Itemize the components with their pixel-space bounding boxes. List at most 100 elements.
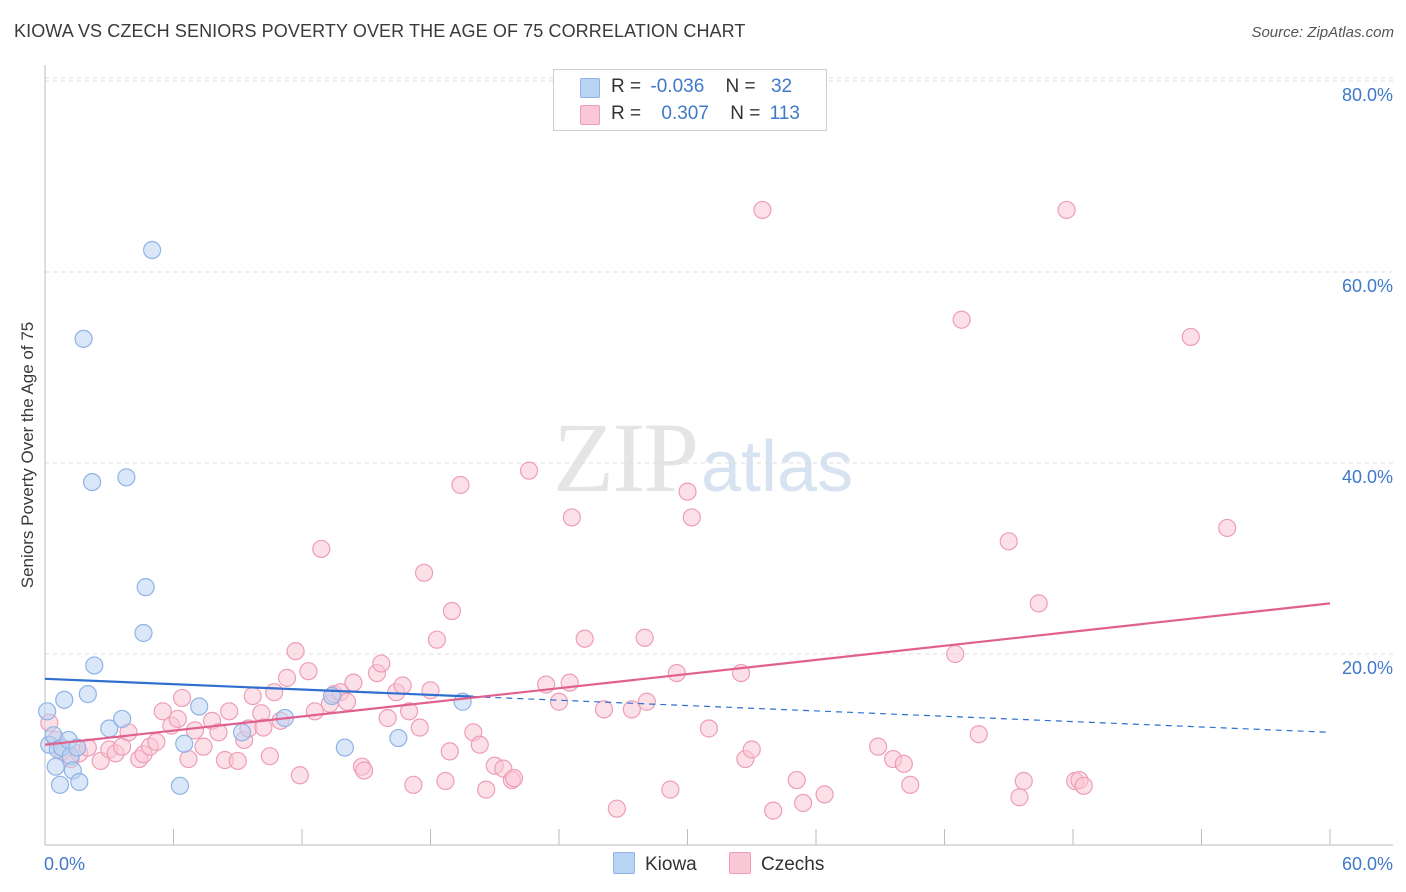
- x-tick-label: 0.0%: [44, 854, 85, 874]
- czechs-point: [286, 642, 305, 661]
- r-value: 0.307: [661, 103, 709, 124]
- r-label: R =: [611, 76, 642, 97]
- watermark-atlas: atlas: [701, 427, 854, 507]
- czechs-point: [265, 683, 284, 702]
- czechs-point: [344, 673, 363, 692]
- czechs-point: [667, 663, 686, 683]
- kiowa-swatch: [580, 78, 600, 98]
- czechs-legend-swatch: [729, 852, 751, 874]
- czechs-point: [607, 799, 626, 818]
- kiowa-point: [68, 738, 87, 757]
- y-tick-label: 80.0%: [1342, 85, 1393, 105]
- czechs-point: [787, 770, 806, 790]
- czechs-point: [477, 780, 496, 799]
- czechs-point: [575, 629, 594, 648]
- czechs-point: [312, 539, 331, 559]
- x-tick-label: 60.0%: [1342, 854, 1393, 874]
- czechs-point: [451, 475, 470, 495]
- legend-row-kiowa: R = -0.036 N = 32: [554, 74, 824, 100]
- czechs-point: [1010, 788, 1029, 807]
- legend-text-kiowa: R = -0.036 N = 32: [611, 76, 792, 98]
- czechs-point: [635, 628, 654, 647]
- kiowa-point: [170, 776, 190, 795]
- czechs-point: [277, 668, 297, 687]
- czechs-point: [305, 702, 324, 721]
- kiowa-point: [55, 690, 74, 709]
- czechs-point: [185, 721, 205, 740]
- kiowa-point: [175, 734, 194, 753]
- n-label: N =: [730, 103, 761, 124]
- kiowa-point: [70, 772, 89, 792]
- data-points: [38, 200, 1237, 820]
- czechs-point: [504, 769, 524, 788]
- kiowa-point: [38, 702, 57, 721]
- kiowa-point: [112, 709, 132, 729]
- kiowa-point: [142, 240, 162, 260]
- czechs-point: [894, 754, 913, 773]
- czechs-swatch: [580, 105, 600, 125]
- kiowa-point: [136, 578, 155, 597]
- czechs-point: [470, 735, 489, 754]
- czechs-point: [440, 742, 459, 761]
- stats-legend: R = -0.036 N = 32 R = 0.307 N = 113: [553, 69, 827, 131]
- kiowa-legend-swatch: [613, 852, 635, 874]
- czechs-point: [549, 692, 569, 711]
- czechs-point: [410, 718, 429, 737]
- czechs-point: [764, 801, 783, 820]
- czechs-point: [594, 700, 614, 719]
- kiowa-point: [117, 468, 136, 487]
- czechs-point: [220, 702, 239, 721]
- czechs-point: [209, 723, 228, 742]
- czechs-point: [172, 688, 192, 708]
- trend-lines: [44, 602, 1331, 746]
- czechs-point: [414, 563, 434, 582]
- czechs-point: [421, 681, 440, 700]
- czechs-point: [228, 751, 247, 771]
- czechs-point: [869, 737, 888, 756]
- czechs-point: [946, 644, 965, 664]
- czechs-point: [952, 310, 971, 329]
- czechs-point: [290, 766, 309, 785]
- kiowa-point: [134, 623, 153, 643]
- bottom-legend-kiowa: Kiowa: [613, 852, 697, 876]
- czechs-point: [399, 702, 419, 721]
- czechs-point: [682, 508, 701, 527]
- kiowa-point: [78, 685, 97, 704]
- czechs-point: [562, 508, 581, 527]
- y-tick-label: 40.0%: [1342, 467, 1393, 487]
- n-value: 113: [769, 103, 800, 124]
- kiowa-point: [389, 728, 408, 748]
- czechs-point: [999, 532, 1018, 551]
- kiowa-point: [232, 723, 252, 742]
- czechs-legend-label: Czechs: [761, 854, 825, 875]
- kiowa-point: [83, 473, 102, 492]
- czechs-point: [1014, 771, 1033, 791]
- czechs-point: [637, 692, 656, 711]
- czechs-point: [442, 601, 462, 621]
- czechs-point: [168, 709, 187, 729]
- n-label: N =: [725, 76, 756, 97]
- r-label: R =: [611, 103, 642, 124]
- kiowa-point: [190, 697, 209, 716]
- czechs-point: [622, 700, 641, 719]
- czechs-point: [427, 630, 447, 649]
- y-tick-label: 20.0%: [1342, 658, 1393, 678]
- watermark: ZIPatlas: [553, 400, 853, 515]
- czechs-trend-line: [44, 602, 1331, 746]
- czechs-point: [969, 725, 988, 744]
- czechs-point: [1057, 200, 1076, 220]
- czechs-point: [699, 719, 719, 738]
- grid-lines: [45, 77, 1393, 655]
- czechs-point: [753, 200, 772, 220]
- bottom-legend-czechs: Czechs: [729, 852, 824, 876]
- czechs-point: [1029, 594, 1048, 613]
- czechs-point: [254, 718, 273, 737]
- tick-labels: 20.0% 40.0% 60.0% 80.0% 0.0% 60.0%: [44, 85, 1393, 874]
- kiowa-point: [46, 757, 65, 776]
- kiowa-point: [335, 738, 354, 757]
- czechs-point: [404, 775, 423, 794]
- czechs-point: [378, 708, 397, 728]
- czechs-point: [1181, 327, 1200, 347]
- czechs-point: [661, 780, 680, 799]
- kiowa-point: [50, 775, 70, 794]
